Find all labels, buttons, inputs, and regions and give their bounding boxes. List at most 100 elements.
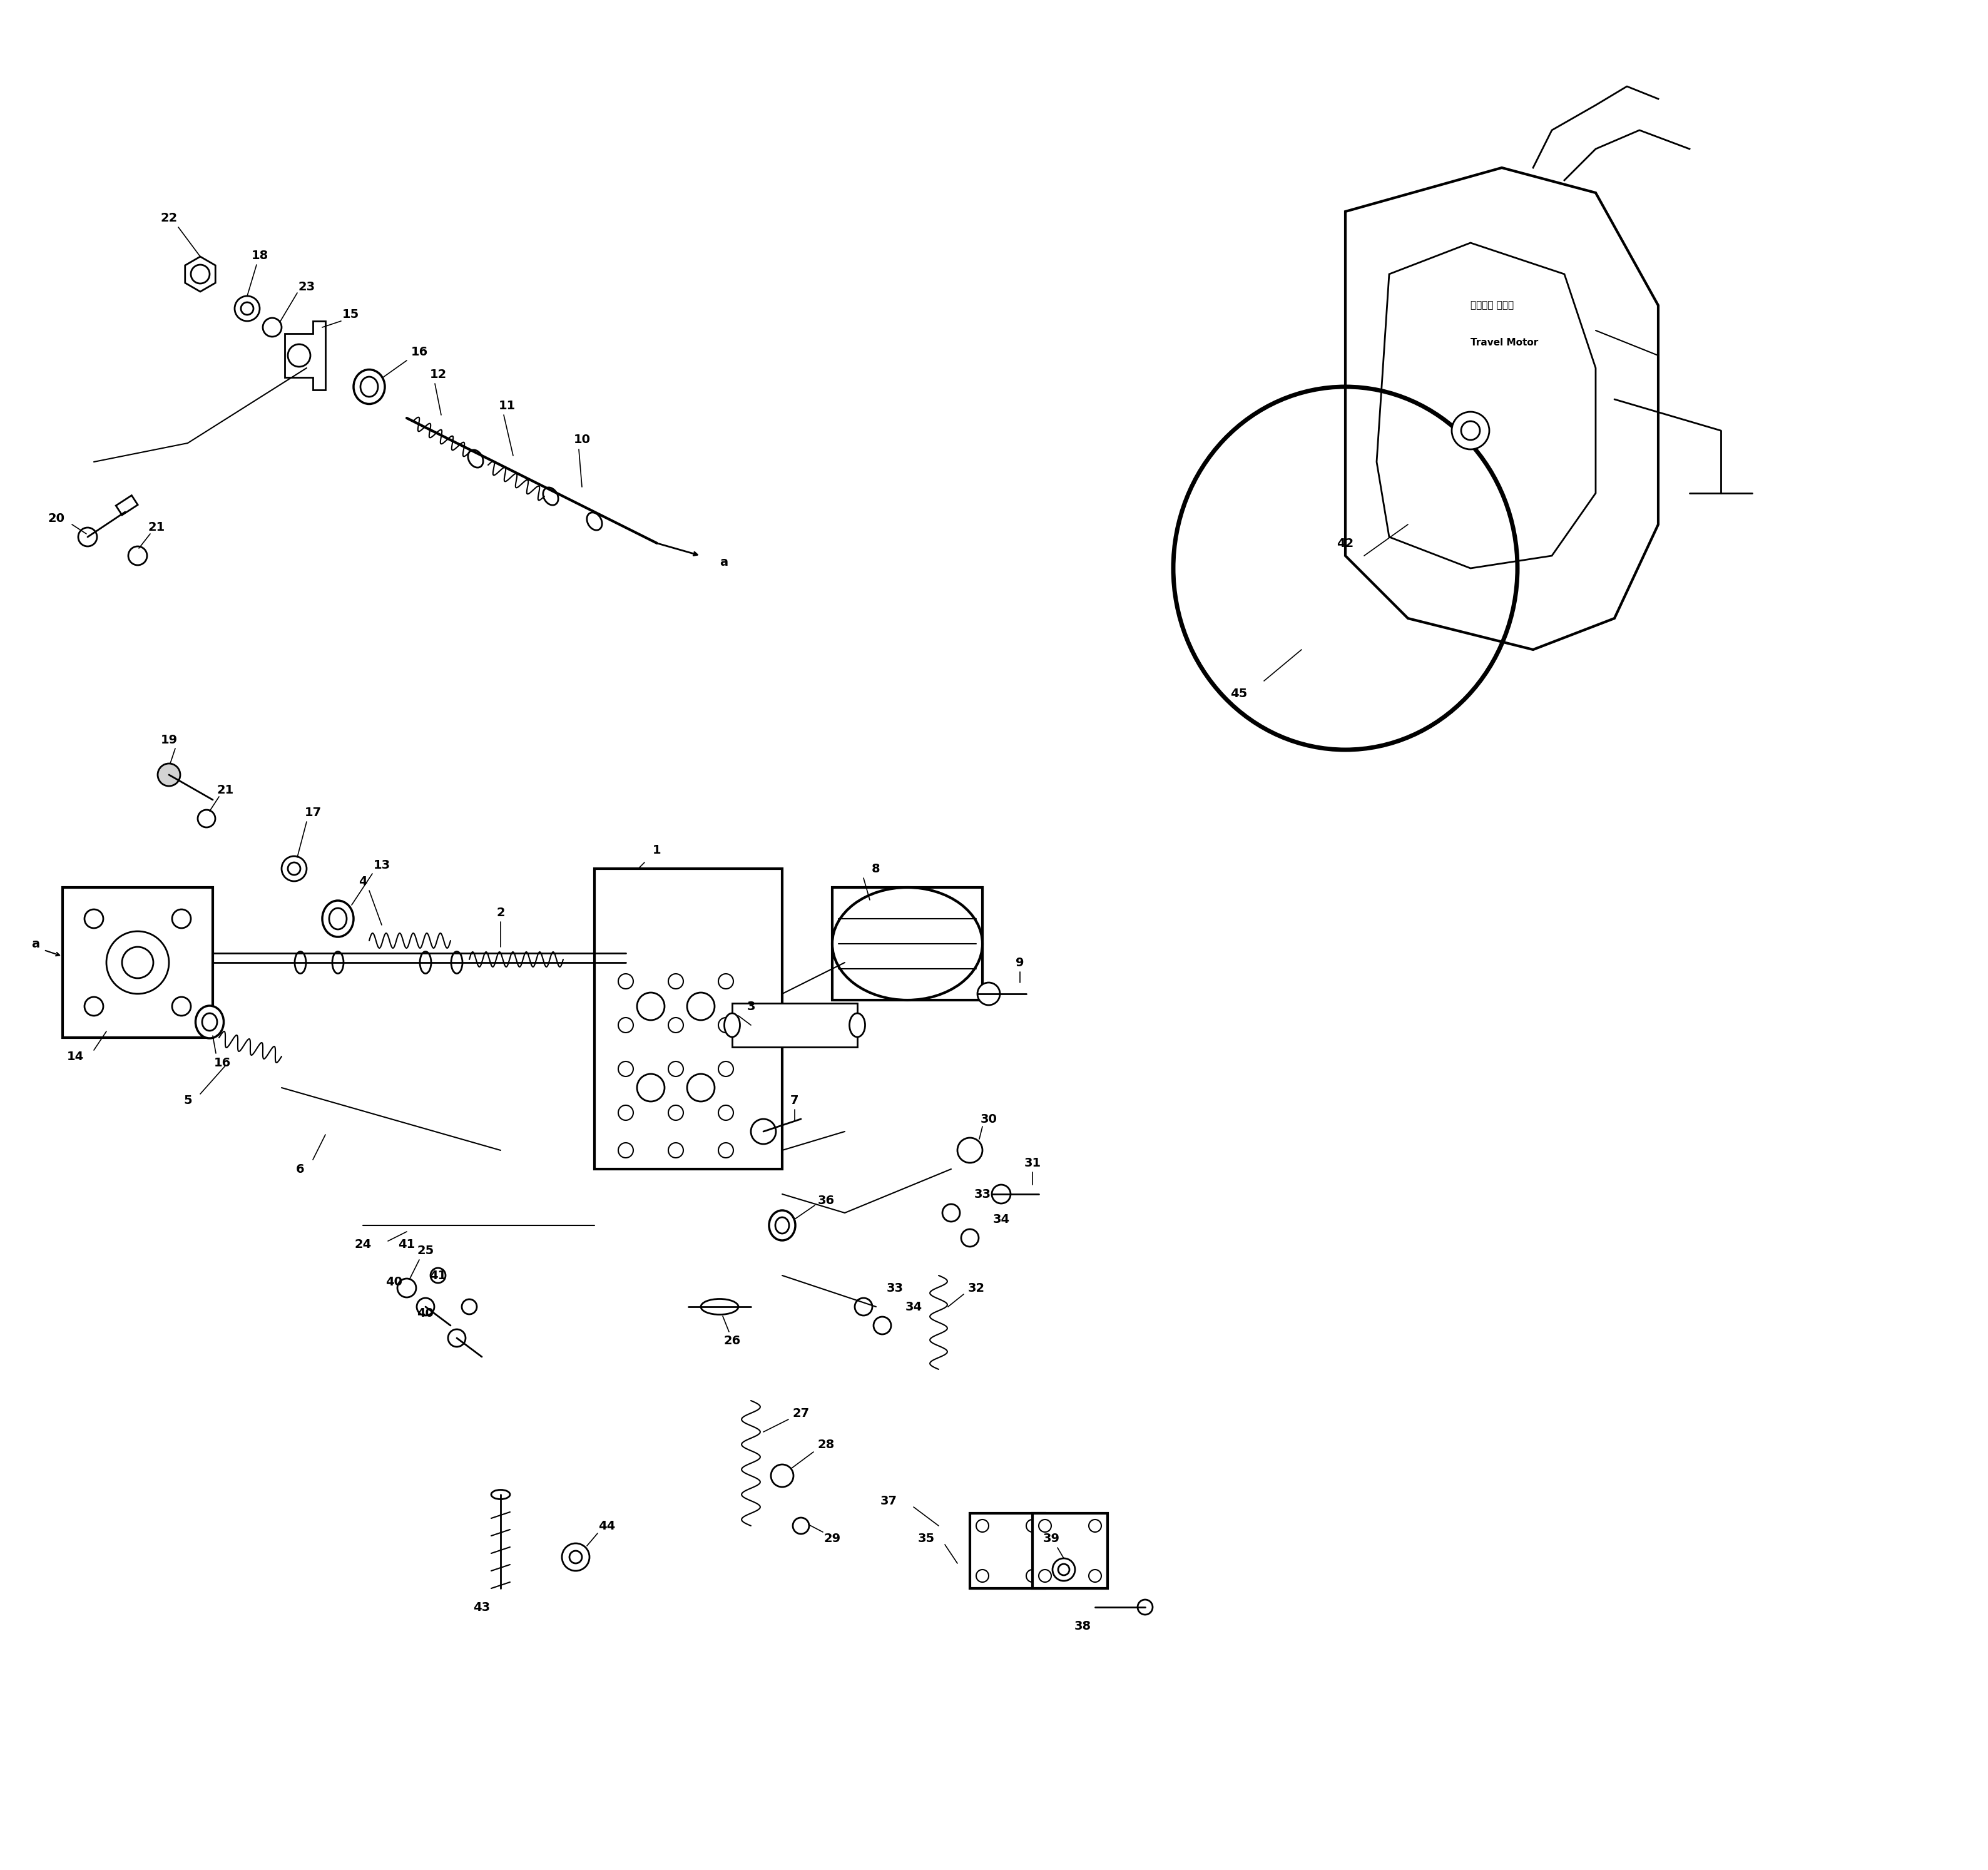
Text: 40: 40 — [417, 1307, 433, 1318]
Circle shape — [978, 982, 1000, 1004]
Text: 10: 10 — [573, 434, 590, 445]
Circle shape — [718, 1105, 734, 1120]
Circle shape — [447, 1330, 465, 1346]
Ellipse shape — [322, 901, 354, 937]
Circle shape — [197, 810, 215, 827]
Circle shape — [793, 1518, 809, 1533]
Text: 37: 37 — [881, 1494, 897, 1507]
Bar — [732, 1002, 857, 1047]
Circle shape — [942, 1204, 960, 1221]
Bar — [594, 870, 781, 1169]
Ellipse shape — [419, 952, 431, 974]
Text: 39: 39 — [1044, 1532, 1060, 1545]
Text: 13: 13 — [374, 860, 390, 871]
Circle shape — [636, 1073, 664, 1101]
Text: a: a — [32, 939, 40, 950]
Circle shape — [241, 303, 252, 314]
Circle shape — [771, 1464, 793, 1487]
Ellipse shape — [360, 376, 378, 396]
Circle shape — [1026, 1520, 1040, 1532]
Circle shape — [417, 1298, 433, 1315]
Circle shape — [157, 763, 181, 785]
Ellipse shape — [451, 952, 463, 974]
Text: 23: 23 — [298, 280, 316, 292]
Text: 41: 41 — [429, 1270, 447, 1281]
Circle shape — [976, 1520, 988, 1532]
Text: 29: 29 — [823, 1532, 841, 1545]
Text: 41: 41 — [398, 1238, 415, 1251]
Text: 44: 44 — [598, 1520, 616, 1532]
Text: a: a — [720, 555, 728, 568]
Text: 34: 34 — [905, 1302, 922, 1313]
Circle shape — [718, 1017, 734, 1032]
Circle shape — [958, 1137, 982, 1163]
Text: 14: 14 — [66, 1051, 83, 1062]
Circle shape — [1058, 1563, 1070, 1575]
Circle shape — [618, 974, 634, 989]
Circle shape — [618, 1062, 634, 1077]
Text: 38: 38 — [1074, 1619, 1091, 1633]
Circle shape — [1040, 1569, 1052, 1582]
Text: 33: 33 — [974, 1187, 990, 1201]
Circle shape — [461, 1300, 477, 1315]
Text: 43: 43 — [473, 1601, 491, 1614]
Ellipse shape — [702, 1300, 738, 1315]
Text: 15: 15 — [342, 309, 360, 322]
Circle shape — [1089, 1569, 1101, 1582]
Circle shape — [668, 974, 684, 989]
Text: 2: 2 — [497, 907, 505, 918]
Text: 33: 33 — [887, 1283, 903, 1294]
Circle shape — [107, 931, 169, 993]
Circle shape — [992, 1186, 1010, 1204]
Text: 45: 45 — [1231, 688, 1248, 699]
Circle shape — [636, 993, 664, 1021]
Text: 21: 21 — [147, 522, 165, 533]
Text: 30: 30 — [980, 1113, 998, 1126]
Text: 24: 24 — [354, 1238, 372, 1251]
Text: 18: 18 — [250, 249, 268, 262]
Text: 6: 6 — [296, 1163, 304, 1174]
Circle shape — [718, 1143, 734, 1158]
Ellipse shape — [354, 370, 386, 404]
Bar — [833, 888, 982, 1000]
Circle shape — [1040, 1520, 1052, 1532]
Circle shape — [1026, 1569, 1040, 1582]
Text: 9: 9 — [1016, 957, 1024, 969]
Circle shape — [83, 997, 103, 1015]
Text: 34: 34 — [992, 1214, 1010, 1225]
Text: 26: 26 — [724, 1335, 742, 1346]
Ellipse shape — [849, 1014, 865, 1038]
Circle shape — [668, 1105, 684, 1120]
Ellipse shape — [195, 1006, 225, 1038]
Circle shape — [960, 1229, 978, 1247]
Circle shape — [398, 1279, 415, 1298]
Circle shape — [191, 266, 209, 284]
Circle shape — [618, 1143, 634, 1158]
Bar — [970, 1513, 1046, 1588]
Circle shape — [288, 862, 300, 875]
Polygon shape — [1346, 168, 1658, 649]
Text: 1: 1 — [652, 843, 662, 856]
Circle shape — [563, 1543, 590, 1571]
Circle shape — [751, 1118, 775, 1144]
Ellipse shape — [586, 512, 602, 531]
Bar — [1032, 1513, 1107, 1588]
Text: 21: 21 — [217, 785, 235, 797]
Ellipse shape — [203, 1014, 217, 1030]
Circle shape — [235, 295, 260, 322]
Bar — [115, 496, 137, 514]
Polygon shape — [284, 322, 326, 391]
Text: Travel Motor: Travel Motor — [1471, 338, 1539, 348]
Text: 17: 17 — [304, 806, 322, 819]
Circle shape — [976, 1569, 988, 1582]
Circle shape — [668, 1143, 684, 1158]
Circle shape — [129, 546, 147, 565]
Text: 8: 8 — [873, 862, 881, 875]
Circle shape — [569, 1550, 582, 1563]
Circle shape — [718, 1062, 734, 1077]
Text: 36: 36 — [817, 1195, 835, 1206]
Bar — [62, 888, 213, 1038]
Ellipse shape — [332, 952, 344, 974]
Circle shape — [282, 856, 306, 881]
Circle shape — [262, 318, 282, 337]
